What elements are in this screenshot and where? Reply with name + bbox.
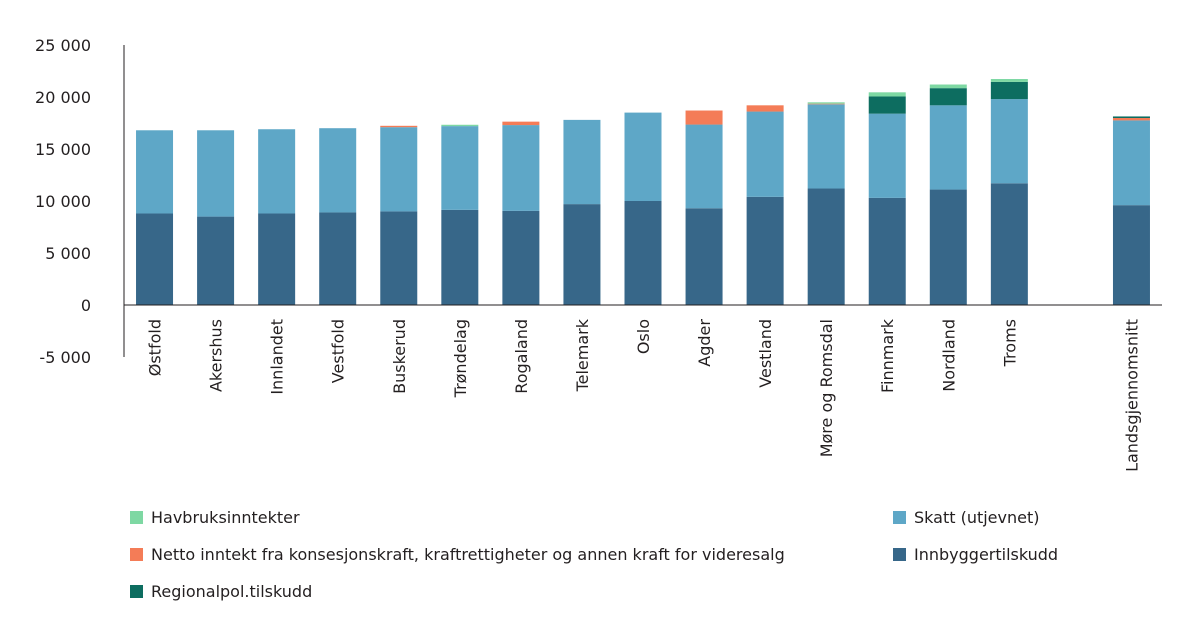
bar-segment xyxy=(990,79,1028,82)
x-tick-label: Telemark xyxy=(573,318,592,392)
bar-segment xyxy=(197,216,235,305)
bar-segment xyxy=(807,104,845,189)
legend-label-innbygger: Innbyggertilskudd xyxy=(914,545,1059,564)
bar-segment xyxy=(685,110,723,125)
bar-segment xyxy=(929,105,967,190)
bar-segment xyxy=(929,84,967,89)
bar-segment xyxy=(1112,116,1150,119)
legend-swatch-innbygger xyxy=(893,548,906,561)
bar-segment xyxy=(868,92,906,97)
bar-segment xyxy=(868,96,906,114)
bar-segment xyxy=(746,105,784,112)
bars xyxy=(136,79,1150,305)
bar-segment xyxy=(502,121,540,126)
bar-segment xyxy=(929,88,967,106)
y-axis: 25 000 20 000 15 000 10 000 5 000 0 -5 000 xyxy=(35,36,125,367)
x-tick-label: Innlandet xyxy=(268,319,287,395)
bar-segment xyxy=(990,99,1028,184)
bar-segment xyxy=(1112,120,1150,206)
bar-segment xyxy=(807,188,845,305)
x-tick-label: Oslo xyxy=(634,319,653,354)
stacked-bar-chart: 25 000 20 000 15 000 10 000 5 000 0 -5 000 Øst… xyxy=(35,36,1162,472)
bar-segment xyxy=(380,125,418,128)
bar-segment xyxy=(502,125,540,211)
bar-segment xyxy=(990,81,1028,100)
x-tick-label: Troms xyxy=(1000,319,1019,367)
bar-segment xyxy=(319,128,357,213)
bar-segment xyxy=(380,211,418,305)
bar-segment xyxy=(136,130,174,214)
x-tick-label: Finnmark xyxy=(878,318,897,393)
x-tick-label: Nordland xyxy=(939,319,958,392)
bar-segment xyxy=(1112,118,1150,121)
legend-item-regional: Regionalpol.tilskudd xyxy=(130,582,312,601)
bar-segment xyxy=(685,124,723,209)
bar-segment xyxy=(807,103,845,105)
bar-segment xyxy=(441,124,479,127)
y-tick-label: 25 000 xyxy=(35,36,91,55)
x-tick-label: Agder xyxy=(695,319,714,367)
bar-segment xyxy=(380,127,418,212)
bar-segment xyxy=(990,183,1028,305)
y-tick-label: 10 000 xyxy=(35,192,91,211)
bar-segment xyxy=(258,129,296,214)
x-tick-label: Rogaland xyxy=(512,319,531,394)
bar-segment xyxy=(685,208,723,305)
bar-segment xyxy=(624,201,662,305)
legend-label-havbruk: Havbruksinntekter xyxy=(151,508,300,527)
bar-segment xyxy=(258,213,296,305)
bar-segment xyxy=(1112,205,1150,305)
bar-segment xyxy=(868,113,906,198)
bar-segment xyxy=(746,196,784,305)
legend-label-regional: Regionalpol.tilskudd xyxy=(151,582,313,601)
bar-segment xyxy=(746,111,784,197)
x-tick-label: Akershus xyxy=(207,319,226,392)
legend-swatch-havbruk xyxy=(130,511,143,524)
y-tick-label: 0 xyxy=(81,296,91,315)
legend-item-innbygger: Innbyggertilskudd xyxy=(893,545,1058,564)
y-tick-label: 5 000 xyxy=(45,244,91,263)
bar-segment xyxy=(319,212,357,305)
y-tick-label: 20 000 xyxy=(35,88,91,107)
bar-segment xyxy=(624,112,662,201)
legend-label-skatt: Skatt (utjevnet) xyxy=(914,508,1040,527)
legend-item-skatt: Skatt (utjevnet) xyxy=(893,508,1040,527)
x-tick-label: Buskerud xyxy=(390,319,409,394)
bar-segment xyxy=(868,197,906,305)
x-tick-label: Vestland xyxy=(756,319,775,388)
bar-segment xyxy=(441,126,479,210)
bar-segment xyxy=(502,210,540,305)
x-tick-label: Vestfold xyxy=(329,319,348,383)
y-tick-label: -5 000 xyxy=(39,348,91,367)
bar-segment xyxy=(563,119,601,205)
y-tick-label: 15 000 xyxy=(35,140,91,159)
legend-swatch-regional xyxy=(130,585,143,598)
legend-item-kraft: Netto inntekt fra konsesjonskraft, kraft… xyxy=(130,545,785,564)
legend-label-kraft: Netto inntekt fra konsesjonskraft, kraft… xyxy=(151,545,785,564)
x-tick-label: Trøndelag xyxy=(451,319,470,398)
x-tick-label: Møre og Romsdal xyxy=(817,319,836,457)
bar-segment xyxy=(563,204,601,305)
legend-swatch-kraft xyxy=(130,548,143,561)
bar-segment xyxy=(807,102,845,104)
x-tick-label: Landsgjennomsnitt xyxy=(1122,319,1141,472)
bar-segment xyxy=(441,209,479,305)
bar-segment xyxy=(929,189,967,305)
bar-segment xyxy=(197,130,235,217)
bar-segment xyxy=(136,213,174,305)
legend-swatch-skatt xyxy=(893,511,906,524)
legend-item-havbruk: Havbruksinntekter xyxy=(130,508,300,527)
x-tick-label: Østfold xyxy=(146,319,165,376)
category-labels: Østfold Akershus Innlandet Vestfold Buskerud… xyxy=(146,318,1142,472)
